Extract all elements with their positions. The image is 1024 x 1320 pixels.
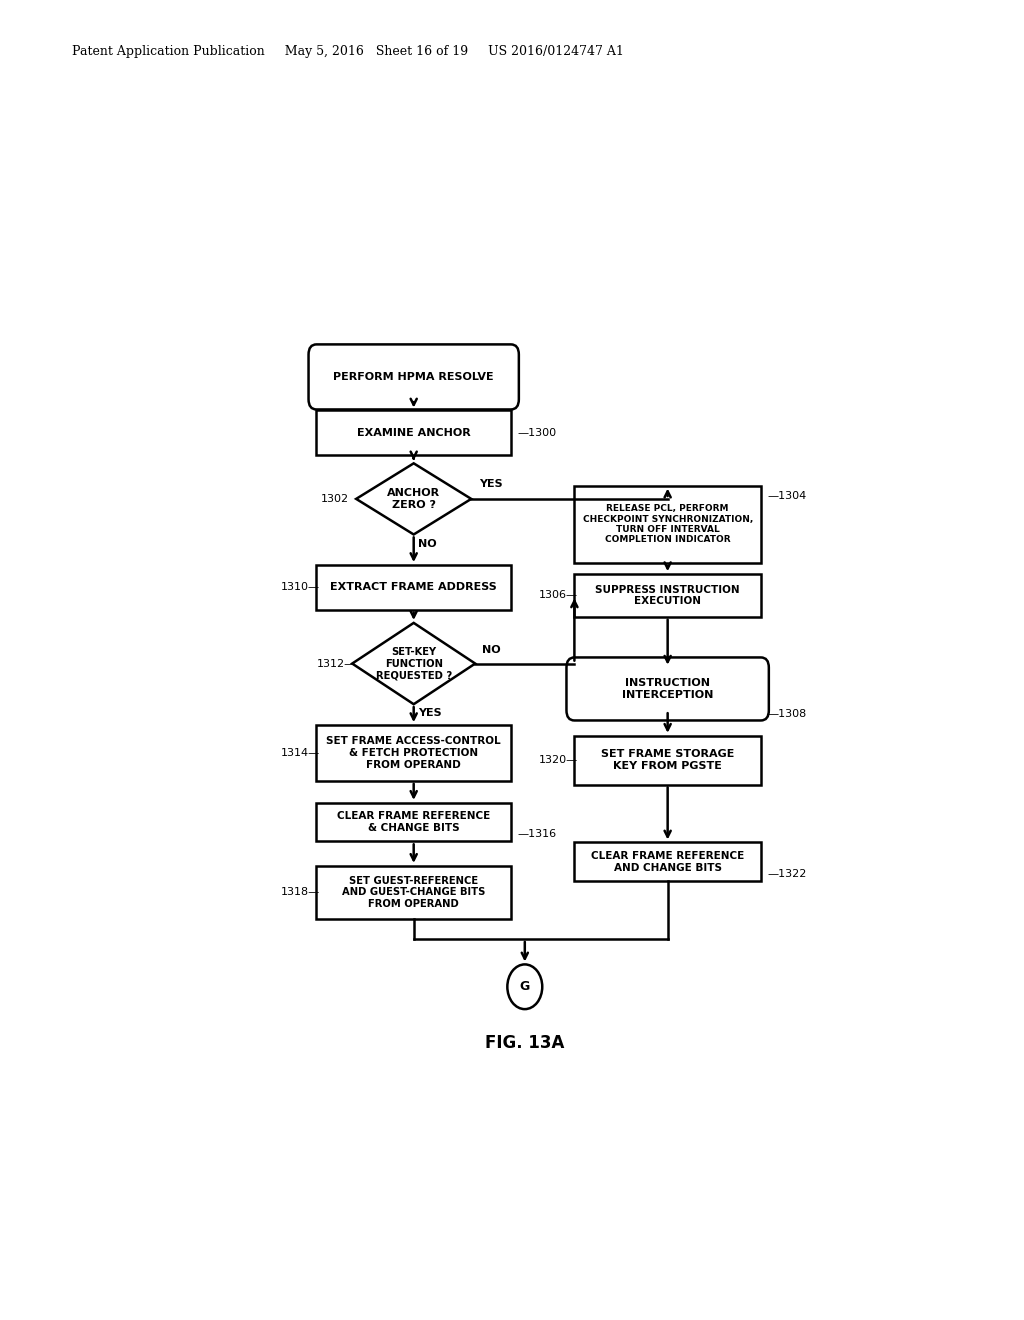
Text: 1302: 1302	[321, 494, 348, 504]
Text: —1316: —1316	[517, 829, 556, 840]
Text: RELEASE PCL, PERFORM
CHECKPOINT SYNCHRONIZATION,
TURN OFF INTERVAL
COMPLETION IN: RELEASE PCL, PERFORM CHECKPOINT SYNCHRON…	[583, 504, 753, 544]
FancyBboxPatch shape	[316, 803, 511, 841]
Text: SUPPRESS INSTRUCTION
EXECUTION: SUPPRESS INSTRUCTION EXECUTION	[595, 585, 740, 606]
Text: —1304: —1304	[767, 491, 807, 500]
Text: YES: YES	[419, 709, 442, 718]
FancyBboxPatch shape	[574, 574, 761, 616]
Circle shape	[507, 965, 543, 1008]
Text: —1300: —1300	[517, 428, 556, 438]
Text: EXAMINE ANCHOR: EXAMINE ANCHOR	[356, 428, 471, 438]
FancyBboxPatch shape	[316, 411, 511, 455]
Polygon shape	[356, 463, 471, 535]
Text: FIG. 13A: FIG. 13A	[485, 1034, 564, 1052]
Text: Patent Application Publication     May 5, 2016   Sheet 16 of 19     US 2016/0124: Patent Application Publication May 5, 20…	[72, 45, 624, 58]
FancyBboxPatch shape	[574, 735, 761, 784]
Polygon shape	[352, 623, 475, 704]
Text: G: G	[519, 981, 530, 993]
Text: 1306—: 1306—	[539, 590, 578, 601]
FancyBboxPatch shape	[574, 486, 761, 562]
Text: 1314—: 1314—	[281, 748, 321, 758]
Text: 1310—: 1310—	[281, 582, 319, 593]
FancyBboxPatch shape	[316, 565, 511, 610]
Text: YES: YES	[479, 479, 503, 488]
Text: NO: NO	[481, 645, 500, 656]
Text: SET GUEST-REFERENCE
AND GUEST-CHANGE BITS
FROM OPERAND: SET GUEST-REFERENCE AND GUEST-CHANGE BIT…	[342, 875, 485, 909]
Text: PERFORM HPMA RESOLVE: PERFORM HPMA RESOLVE	[334, 372, 494, 381]
Text: ANCHOR
ZERO ?: ANCHOR ZERO ?	[387, 488, 440, 510]
FancyBboxPatch shape	[566, 657, 769, 721]
Text: —1308: —1308	[767, 709, 807, 719]
Text: EXTRACT FRAME ADDRESS: EXTRACT FRAME ADDRESS	[331, 582, 497, 593]
Text: —1322: —1322	[767, 869, 807, 879]
Text: SET-KEY
FUNCTION
REQUESTED ?: SET-KEY FUNCTION REQUESTED ?	[376, 647, 452, 680]
Text: SET FRAME ACCESS-CONTROL
& FETCH PROTECTION
FROM OPERAND: SET FRAME ACCESS-CONTROL & FETCH PROTECT…	[327, 737, 501, 770]
FancyBboxPatch shape	[316, 725, 511, 781]
FancyBboxPatch shape	[574, 842, 761, 880]
Text: 1312—: 1312—	[316, 659, 355, 668]
Text: NO: NO	[419, 539, 437, 549]
FancyBboxPatch shape	[308, 345, 519, 409]
Text: CLEAR FRAME REFERENCE
& CHANGE BITS: CLEAR FRAME REFERENCE & CHANGE BITS	[337, 812, 490, 833]
FancyBboxPatch shape	[316, 866, 511, 919]
Text: INSTRUCTION
INTERCEPTION: INSTRUCTION INTERCEPTION	[622, 678, 714, 700]
Text: CLEAR FRAME REFERENCE
AND CHANGE BITS: CLEAR FRAME REFERENCE AND CHANGE BITS	[591, 851, 744, 873]
Text: SET FRAME STORAGE
KEY FROM PGSTE: SET FRAME STORAGE KEY FROM PGSTE	[601, 750, 734, 771]
Text: 1318—: 1318—	[281, 887, 321, 898]
Text: 1320—: 1320—	[539, 755, 578, 766]
